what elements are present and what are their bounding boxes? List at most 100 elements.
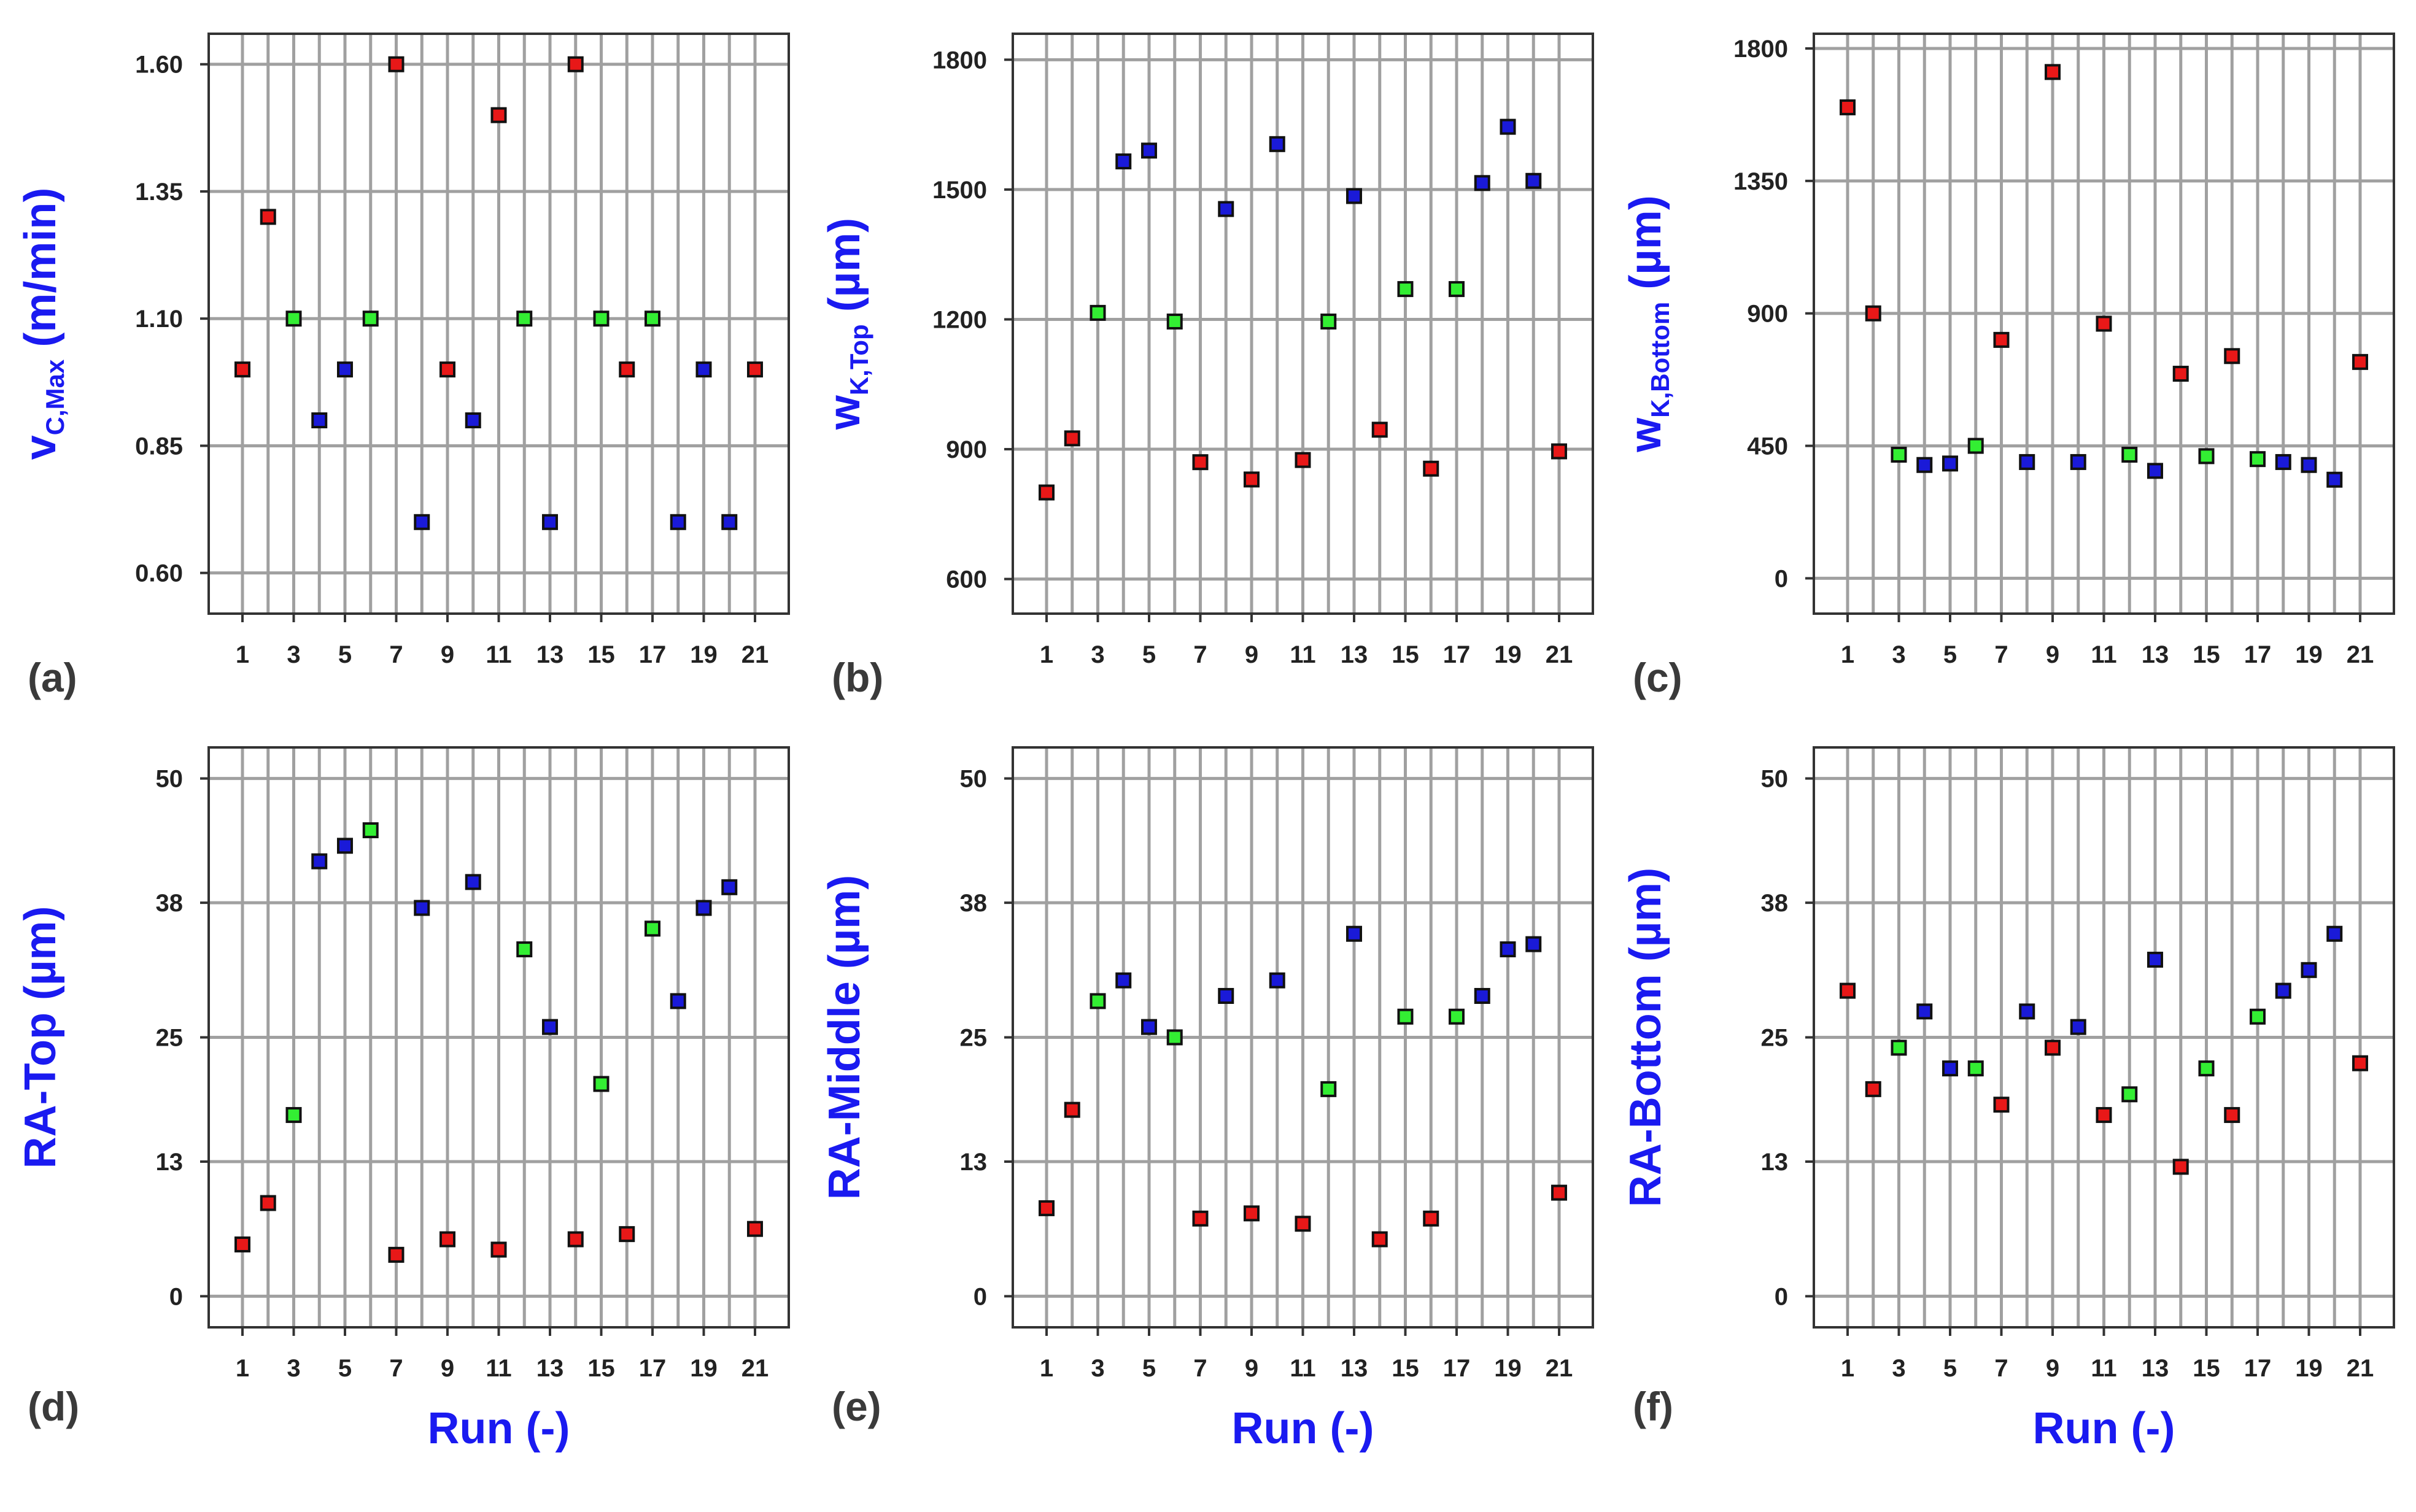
y-tick-label: 1500: [932, 177, 987, 204]
data-point-run-15: [2198, 448, 2215, 465]
x-tick-label: 19: [1494, 1355, 1522, 1382]
x-tick-label: 21: [1546, 641, 1573, 668]
x-tick-labels: 1 3 5 7 9 11 13 15 17 19 21: [236, 1327, 769, 1382]
data-points: [234, 822, 763, 1263]
data-point-run-15: [593, 310, 610, 327]
data-point-run-5: [1942, 1060, 1958, 1077]
data-point-run-5: [337, 361, 353, 378]
data-point-run-3: [1891, 446, 1907, 463]
data-point-run-21: [1551, 443, 1567, 460]
x-tick-label: 19: [2295, 1355, 2323, 1382]
y-tick-label: 600: [946, 566, 987, 593]
x-tick-label: 13: [2142, 1355, 2169, 1382]
data-point-run-2: [1064, 430, 1080, 447]
horizontal-gridlines: [1013, 58, 1593, 581]
y-axis-title: wK,Bottom (µm): [1621, 195, 1675, 452]
y-tick-label: 38: [960, 890, 988, 917]
data-point-run-21: [2352, 1055, 2368, 1071]
data-point-run-21: [747, 1221, 763, 1237]
data-point-run-4: [311, 853, 328, 870]
data-point-run-18: [1474, 175, 1490, 191]
x-tick-label: 17: [639, 641, 667, 668]
x-tick-label: 1: [236, 641, 249, 668]
data-point-run-20: [721, 514, 738, 530]
data-point-run-7: [1192, 1210, 1209, 1227]
data-point-run-10: [2070, 1019, 2086, 1035]
data-point-run-21: [1551, 1184, 1567, 1201]
horizontal-gridlines: [1814, 777, 2394, 1298]
data-point-run-19: [1500, 941, 1516, 958]
vertical-gridlines: [1045, 34, 1561, 614]
data-point-run-3: [1090, 993, 1106, 1009]
y-tick-label: 1200: [932, 306, 987, 333]
x-tick-label: 11: [486, 1355, 511, 1382]
data-point-run-18: [670, 993, 686, 1009]
x-tick-label: 1: [1040, 641, 1053, 668]
data-point-run-11: [1295, 452, 1311, 468]
data-point-run-2: [1865, 1081, 1881, 1097]
x-tick-label: 11: [1290, 1355, 1315, 1382]
data-point-run-10: [465, 412, 481, 428]
data-point-run-10: [1269, 972, 1285, 989]
y-axis-title-main: RA-Top (µm): [16, 906, 65, 1168]
x-tick-label: 15: [587, 1355, 615, 1382]
horizontal-gridlines: [1814, 47, 2394, 580]
data-point-run-6: [1967, 438, 1984, 454]
x-tick-label: 19: [690, 1355, 718, 1382]
data-point-run-17: [645, 920, 660, 937]
data-point-run-2: [260, 1195, 276, 1211]
y-axis-title: RA-Top (µm): [16, 906, 65, 1168]
x-tick-label: 17: [1443, 1355, 1471, 1382]
y-tick-label: 900: [1747, 301, 1788, 328]
data-point-run-13: [1346, 188, 1362, 204]
data-point-run-11: [2096, 1107, 2112, 1124]
panel-label: (b): [832, 655, 883, 700]
data-point-run-7: [1993, 1097, 2010, 1113]
y-tick-label: 1.35: [135, 179, 183, 206]
y-tick-labels: 0 13 25 38 50: [1761, 766, 1814, 1310]
data-point-run-9: [2045, 64, 2061, 80]
data-point-run-19: [695, 361, 712, 378]
y-axis-title-subscript: K,Bottom: [1646, 302, 1675, 418]
y-tick-label: 25: [960, 1025, 988, 1052]
data-point-run-1: [1840, 982, 1856, 999]
data-point-run-11: [1295, 1216, 1311, 1232]
y-axis-title: RA-Bottom (µm): [1621, 868, 1670, 1207]
data-points: [1039, 118, 1567, 501]
data-point-run-13: [2147, 951, 2163, 968]
data-point-run-16: [2224, 348, 2240, 364]
data-point-run-15: [593, 1076, 610, 1092]
x-tick-label: 11: [2091, 1355, 2116, 1382]
y-tick-label: 1350: [1733, 168, 1788, 195]
data-point-run-13: [2147, 463, 2163, 479]
panel-label: (a): [28, 655, 77, 700]
data-point-run-4: [1115, 972, 1132, 989]
data-point-run-7: [1192, 454, 1209, 471]
data-point-run-14: [567, 1231, 584, 1248]
data-point-run-16: [1423, 460, 1439, 477]
data-point-run-16: [619, 1226, 635, 1243]
x-tick-label: 19: [1494, 641, 1522, 668]
x-tick-label: 9: [2046, 1355, 2059, 1382]
y-axis-title-unit: (µm): [820, 218, 869, 324]
data-point-run-17: [645, 310, 660, 327]
y-tick-label: 13: [1761, 1149, 1789, 1176]
data-point-run-7: [388, 1246, 405, 1263]
y-tick-label: 1.10: [135, 306, 183, 333]
data-point-run-12: [1320, 1081, 1337, 1097]
data-point-run-8: [1218, 201, 1234, 217]
data-points: [1840, 64, 2368, 488]
x-tick-label: 11: [486, 641, 511, 668]
x-tick-label: 3: [1892, 641, 1905, 668]
x-tick-label: 7: [1994, 1355, 2008, 1382]
y-tick-label: 1.60: [135, 52, 183, 79]
x-tick-label: 5: [338, 641, 352, 668]
data-point-run-17: [1449, 1008, 1465, 1025]
x-tick-label: 21: [1546, 1355, 1573, 1382]
y-tick-label: 38: [156, 890, 184, 917]
x-tick-label: 5: [338, 1355, 352, 1382]
